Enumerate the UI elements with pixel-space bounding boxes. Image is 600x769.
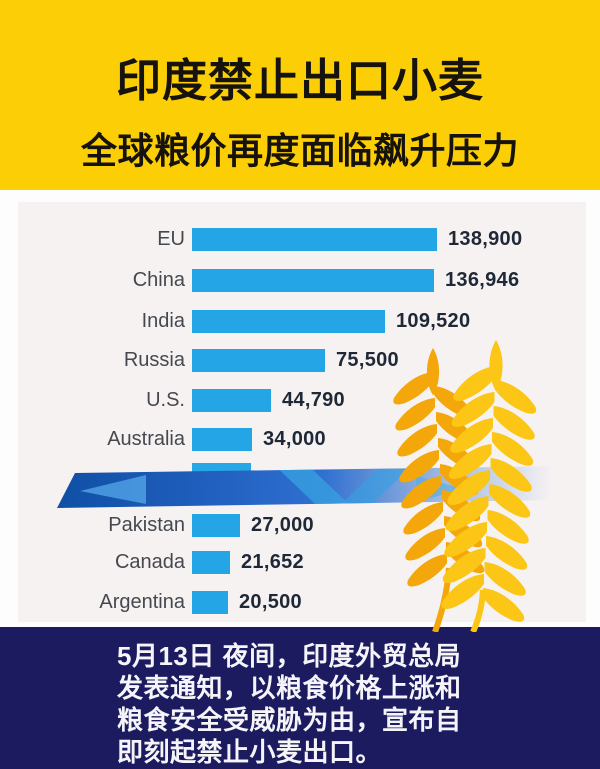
- wheat-icon: [393, 340, 537, 632]
- chart-row-australia: Australia 34,000: [0, 428, 600, 451]
- value-bar: [192, 310, 385, 333]
- chart-row-india: India 109,520: [0, 310, 600, 333]
- headline-line1: 印度禁止出口小麦: [115, 55, 484, 106]
- country-label: China: [132, 269, 185, 291]
- caption-footer: 5月13日 夜间，印度外贸总局 发表通知，以粮食价格上涨和 粮食安全受威胁为由，…: [0, 627, 600, 769]
- caption-text: 5月13日 夜间，印度外贸总局 发表通知，以粮食价格上涨和 粮食安全受威胁为由，…: [117, 640, 483, 768]
- chart-row-us: U.S. 44,790: [0, 389, 600, 412]
- headline-line2: 全球粮价再度面临飙升压力: [80, 130, 519, 171]
- chart-row-pakistan: Pakistan 27,000: [0, 514, 600, 537]
- chart-row-argentina: Argentina 20,500: [0, 591, 600, 614]
- wheat-front-ear: [441, 340, 537, 632]
- chart-row-russia: Russia 75,500: [0, 349, 600, 372]
- value-label: 75,500: [336, 349, 399, 371]
- country-label: Australia: [107, 428, 185, 450]
- chart-row-canada: Canada 21,652: [0, 551, 600, 574]
- country-label: Argentina: [99, 591, 185, 613]
- country-label: Russia: [123, 349, 185, 371]
- country-label: U.S.: [146, 389, 185, 411]
- caption-line: 5月13日 夜间，印度外贸总局: [117, 641, 462, 671]
- country-label: India: [141, 310, 185, 332]
- value-bar: [192, 349, 325, 372]
- value-bar: [192, 514, 240, 537]
- chart-row-china: China 136,946: [0, 269, 600, 292]
- value-label: 138,900: [448, 228, 523, 250]
- caption-line: 发表通知，以粮食价格上涨和: [117, 673, 462, 703]
- left-triangle-icon: [80, 475, 146, 504]
- value-bar: [192, 591, 228, 614]
- value-label: 34,000: [263, 428, 326, 450]
- value-bar: [192, 389, 271, 412]
- value-bar: [192, 269, 434, 292]
- value-bar: [192, 228, 437, 251]
- value-label: 44,790: [282, 389, 345, 411]
- chart-row-eu: EU 138,900: [0, 228, 600, 251]
- caption-line: 粮食安全受威胁为由，宣布自: [117, 705, 462, 735]
- country-label: EU: [157, 228, 185, 250]
- value-label: 20,500: [239, 591, 302, 613]
- value-label: 21,652: [241, 551, 304, 573]
- country-label: Canada: [114, 551, 185, 573]
- value-label: 136,946: [445, 269, 520, 291]
- caption-line: 即刻起禁止小麦出口。: [117, 737, 383, 767]
- value-bar: [192, 428, 252, 451]
- value-bar: [192, 551, 230, 574]
- headline-banner: 印度禁止出口小麦 全球粮价再度面临飙升压力: [0, 0, 600, 190]
- value-label: 27,000: [251, 514, 314, 536]
- country-label: Pakistan: [108, 514, 185, 536]
- value-label: 109,520: [396, 310, 471, 332]
